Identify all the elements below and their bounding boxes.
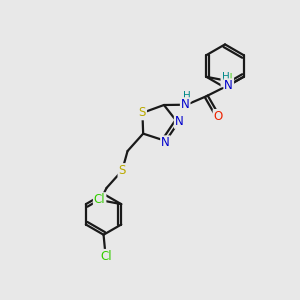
Text: O: O	[214, 110, 223, 123]
Text: N: N	[224, 79, 233, 92]
Text: S: S	[118, 164, 126, 177]
Text: S: S	[139, 106, 146, 119]
Text: Cl: Cl	[221, 73, 233, 86]
Text: Cl: Cl	[101, 250, 112, 263]
Text: N: N	[181, 98, 190, 111]
Text: H: H	[183, 91, 190, 101]
Text: N: N	[161, 136, 170, 149]
Text: Cl: Cl	[94, 193, 105, 206]
Text: N: N	[175, 115, 184, 128]
Text: H: H	[222, 72, 230, 82]
